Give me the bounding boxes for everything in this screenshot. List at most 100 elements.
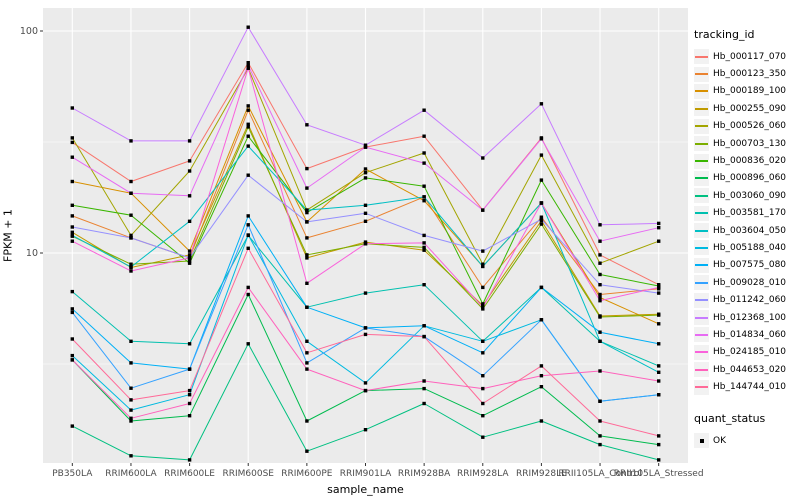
legend-item-Hb_011242_060: Hb_011242_060 — [694, 291, 800, 308]
legend-line-swatch — [695, 246, 708, 249]
data-point — [598, 442, 602, 447]
legend-item-Hb_005188_040: Hb_005188_040 — [694, 239, 800, 256]
data-point — [363, 242, 368, 246]
legend-key — [694, 257, 709, 273]
legend-key — [694, 170, 709, 186]
data-point — [539, 102, 544, 106]
data-point — [363, 381, 368, 385]
data-point — [246, 223, 250, 227]
legend-item-label: Hb_000526_060 — [713, 121, 787, 132]
data-point — [187, 249, 192, 253]
data-point — [129, 236, 133, 240]
data-point — [70, 136, 74, 140]
legend-line-swatch — [695, 264, 708, 267]
legend-line-swatch — [695, 142, 708, 145]
data-point — [422, 241, 426, 245]
data-point — [422, 248, 426, 252]
data-point — [481, 249, 485, 253]
data-point — [363, 145, 368, 149]
legend-key — [694, 379, 709, 395]
data-point — [422, 283, 426, 287]
legend-item-list: Hb_000117_070 Hb_000123_350 Hb_000189_100 H… — [694, 48, 800, 396]
legend: tracking_id Hb_000117_070 Hb_000123_350 Hb… — [694, 28, 800, 449]
legend-item-label: Hb_014834_060 — [713, 329, 787, 340]
data-point — [481, 302, 485, 306]
legend-item-label: Hb_000836_020 — [713, 156, 787, 167]
x-tick-label: RRIM928LA — [457, 469, 509, 479]
legend-key — [694, 327, 709, 343]
data-point — [598, 330, 602, 334]
data-point — [363, 219, 368, 223]
data-point — [129, 454, 133, 458]
data-point — [70, 203, 74, 207]
x-tick-label: RRIM928LE — [516, 469, 567, 479]
data-point — [481, 386, 485, 391]
data-point — [187, 367, 192, 371]
data-point — [246, 173, 250, 177]
data-point — [246, 63, 250, 68]
data-point — [70, 179, 74, 184]
data-point — [422, 386, 426, 391]
legend-line-swatch — [695, 194, 708, 197]
legend-key — [694, 240, 709, 256]
data-point — [246, 122, 250, 126]
data-point — [246, 66, 250, 70]
legend-item-label: Hb_000255_090 — [713, 103, 787, 114]
legend-item-Hb_012368_100: Hb_012368_100 — [694, 309, 800, 326]
legend-key — [694, 101, 709, 117]
legend-line-swatch — [695, 73, 708, 76]
data-point — [422, 245, 426, 250]
legend-item-label: Hb_011242_060 — [713, 295, 787, 306]
legend-item-Hb_000896_060: Hb_000896_060 — [694, 170, 800, 187]
data-point — [598, 419, 602, 423]
data-point — [657, 364, 661, 368]
legend-line-swatch — [695, 351, 708, 354]
data-point — [539, 178, 544, 182]
data-point — [129, 179, 133, 184]
data-point — [129, 213, 133, 217]
legend-item-Hb_000255_090: Hb_000255_090 — [694, 100, 800, 117]
data-point — [539, 201, 544, 205]
data-point — [129, 361, 133, 365]
ok-point-icon — [699, 438, 704, 443]
data-point — [657, 434, 661, 438]
data-point — [187, 342, 192, 346]
data-point — [305, 305, 309, 309]
data-point — [305, 256, 309, 260]
data-point — [363, 332, 368, 337]
legend-item-Hb_007575_080: Hb_007575_080 — [694, 257, 800, 274]
data-point — [305, 351, 309, 355]
legend-item-Hb_000117_070: Hb_000117_070 — [694, 48, 800, 65]
data-point — [481, 264, 485, 269]
data-point — [363, 143, 368, 147]
data-point — [70, 239, 74, 243]
data-point — [305, 123, 309, 127]
data-point — [657, 313, 661, 317]
data-point — [481, 351, 485, 355]
data-point — [129, 233, 133, 238]
data-point — [187, 253, 192, 257]
data-point — [422, 379, 426, 383]
data-point — [422, 184, 426, 188]
data-point — [129, 386, 133, 390]
legend-line-swatch — [695, 316, 708, 319]
data-point — [129, 262, 133, 266]
data-point — [305, 186, 309, 190]
data-point — [187, 393, 192, 397]
legend-key — [694, 136, 709, 152]
data-point — [422, 233, 426, 238]
legend-item-label: Hb_000703_130 — [713, 138, 787, 149]
data-point — [70, 233, 74, 238]
data-point — [657, 370, 661, 374]
data-point — [70, 140, 74, 145]
legend-key — [694, 205, 709, 221]
legend-item-Hb_000526_060: Hb_000526_060 — [694, 118, 800, 135]
data-point — [70, 310, 74, 315]
data-point — [598, 223, 602, 227]
data-point — [246, 144, 250, 148]
data-point — [246, 292, 250, 297]
data-point — [246, 342, 250, 346]
data-point — [539, 153, 544, 157]
data-point — [598, 434, 602, 438]
